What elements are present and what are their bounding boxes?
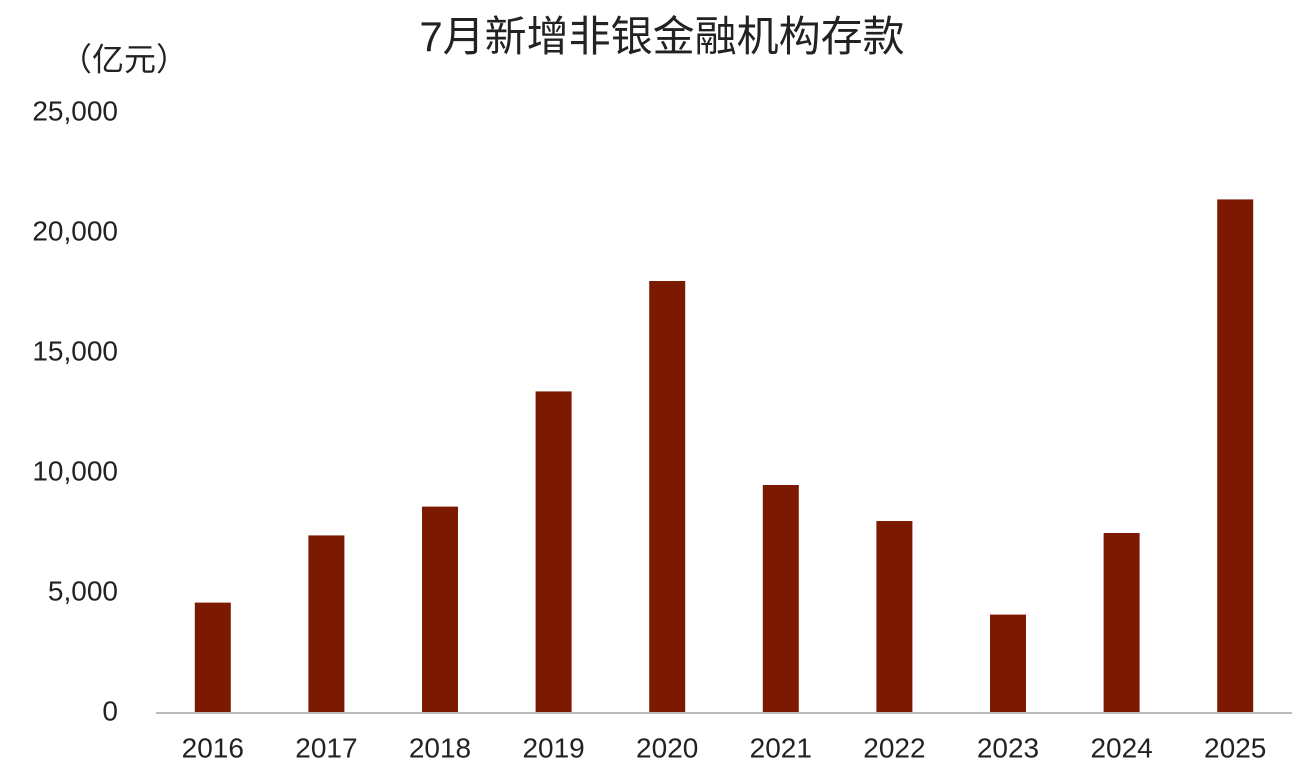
y-axis-label: （亿元）	[60, 41, 188, 77]
x-tick-label: 2016	[182, 732, 244, 763]
x-tick-label: 2020	[636, 732, 698, 763]
x-tick-label: 2024	[1090, 732, 1152, 763]
bar	[1103, 533, 1140, 713]
x-tick-label: 2019	[522, 732, 584, 763]
y-tick-label: 15,000	[32, 335, 118, 366]
bar	[876, 521, 913, 713]
x-tick-label: 2022	[863, 732, 925, 763]
x-tick-label: 2018	[409, 732, 471, 763]
x-tick-label: 2017	[295, 732, 357, 763]
bar	[422, 506, 458, 713]
x-tick-label: 2021	[750, 732, 812, 763]
bar	[649, 281, 686, 713]
bar	[308, 535, 345, 713]
y-tick-label: 0	[102, 695, 118, 726]
y-tick-label: 25,000	[32, 95, 118, 126]
y-tick-label: 20,000	[32, 215, 118, 246]
x-tick-label: 2023	[977, 732, 1039, 763]
x-tick-label: 2025	[1204, 732, 1266, 763]
y-tick-label: 10,000	[32, 455, 118, 486]
y-tick-label: 5,000	[48, 575, 118, 606]
bar	[762, 485, 799, 713]
bar	[535, 391, 572, 713]
bar	[990, 614, 1026, 713]
bar	[194, 602, 231, 713]
chart-title: 7月新增非银金融机构存款	[419, 13, 904, 60]
bar	[1217, 199, 1254, 713]
